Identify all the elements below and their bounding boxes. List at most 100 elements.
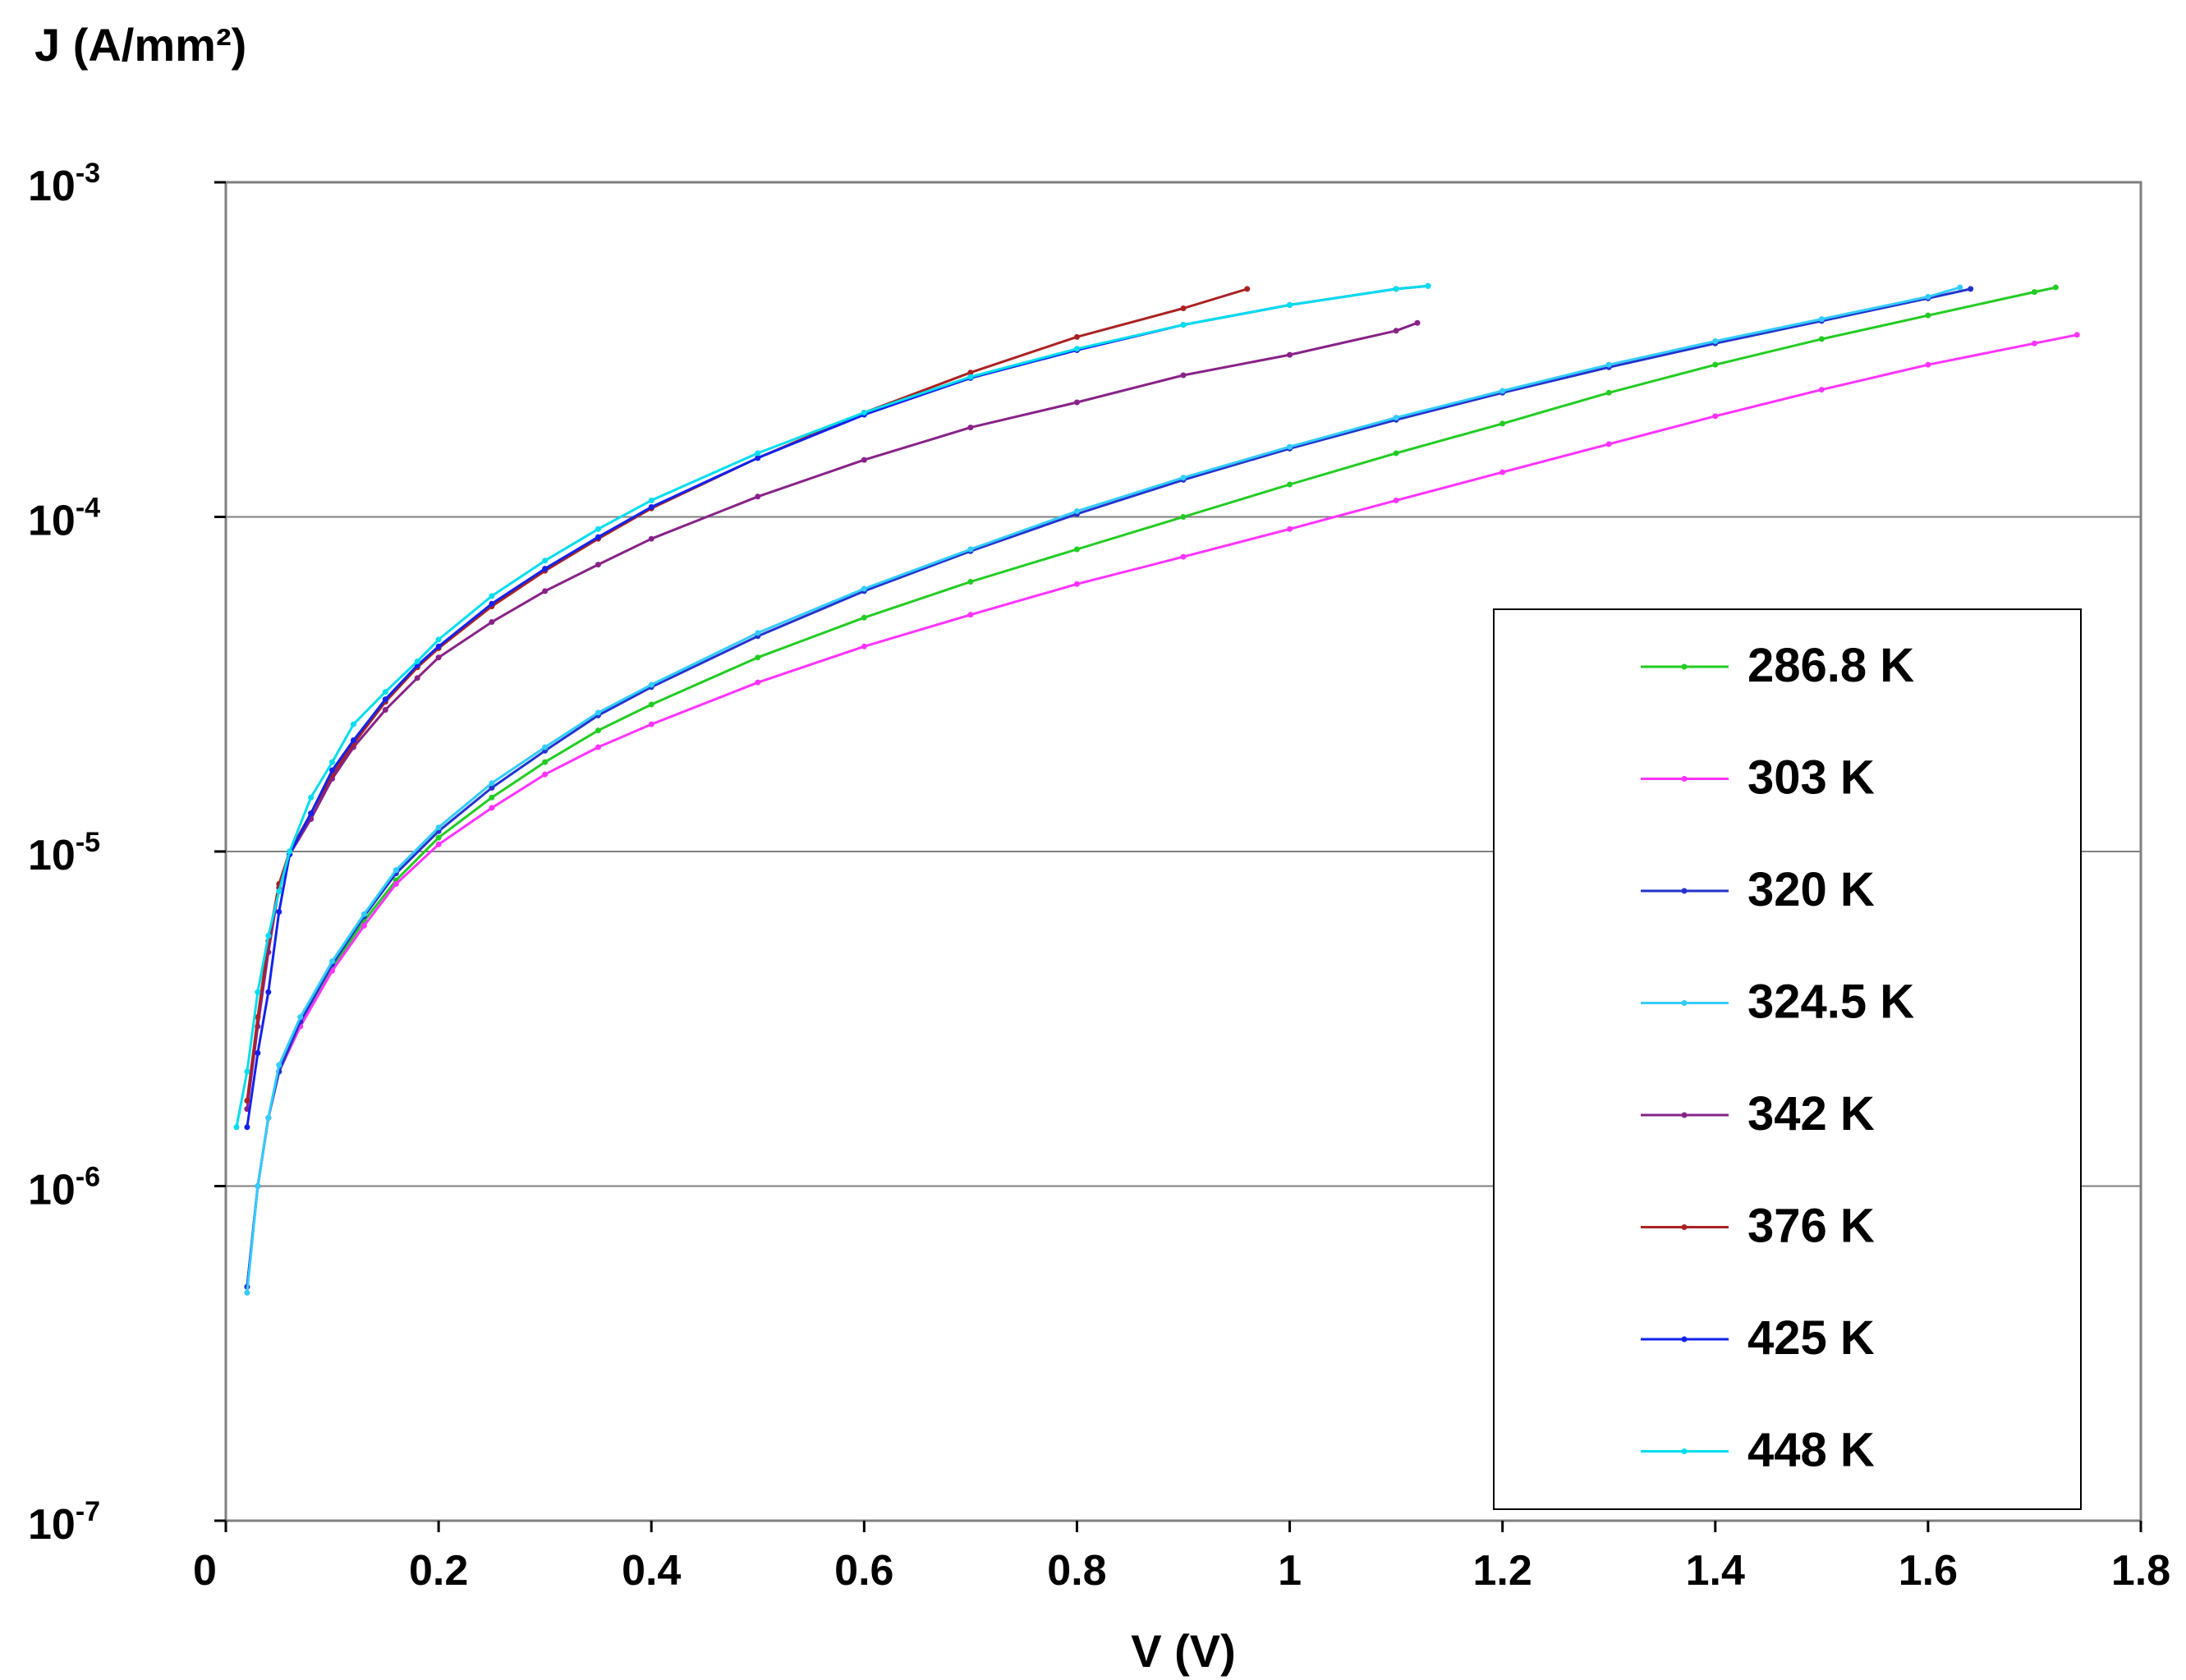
- data-point-376-k-1: [255, 1014, 261, 1021]
- data-point-303-k-17: [1180, 553, 1187, 560]
- data-point-324-5-k-4: [297, 1014, 304, 1021]
- data-point-324-5-k-17: [1180, 475, 1187, 481]
- data-point-324-5-k-5: [329, 958, 336, 965]
- data-point-425-k-2: [265, 989, 272, 995]
- data-point-425-k-5: [308, 810, 315, 817]
- data-point-303-k-11: [595, 744, 601, 750]
- data-point-286-8-k-25: [2031, 289, 2037, 296]
- data-point-448-k-4: [276, 888, 282, 895]
- data-point-286-8-k-26: [2052, 284, 2059, 291]
- legend-marker-2: [1681, 888, 1688, 894]
- data-point-286-8-k-13: [755, 654, 761, 661]
- x-axis: 0 0.2 0.4 0.6 0.8 1 1.2 1.4 1.6 1.8: [193, 1521, 2170, 1595]
- data-point-448-k-2: [255, 989, 261, 995]
- data-point-448-k-6: [308, 794, 315, 801]
- data-point-342-k-21: [1393, 328, 1399, 334]
- data-point-342-k-11: [489, 619, 495, 626]
- data-point-324-5-k-22: [1712, 338, 1719, 345]
- data-point-303-k-16: [1073, 581, 1080, 587]
- data-point-448-k-20: [1180, 322, 1187, 328]
- data-point-303-k-9: [489, 805, 495, 811]
- data-point-448-k-16: [755, 450, 761, 457]
- data-point-303-k-7: [393, 880, 399, 887]
- legend-label-2: 320 K: [1747, 863, 1875, 916]
- legend-marker-5: [1681, 1224, 1688, 1230]
- data-point-286-8-k-24: [1925, 312, 1931, 319]
- data-point-425-k-13: [595, 534, 601, 540]
- x-tick-label-0: 0: [193, 1547, 217, 1595]
- y-tick-label-2: 10-5: [28, 827, 100, 879]
- y-axis: 10-3 10-4 10-5 10-6 10-7: [28, 158, 226, 1549]
- data-point-342-k-17: [967, 425, 974, 431]
- data-point-342-k-16: [861, 457, 867, 463]
- data-point-324-5-k-21: [1605, 361, 1612, 368]
- data-point-376-k-18: [1073, 333, 1080, 340]
- data-point-324-5-k-16: [1073, 508, 1080, 515]
- x-tick-label-6: 1.2: [1473, 1547, 1532, 1595]
- data-point-286-8-k-8: [435, 834, 442, 841]
- data-point-324-5-k-11: [595, 709, 601, 716]
- x-tick-label-9: 1.8: [2111, 1547, 2170, 1595]
- x-tick-label-3: 0.6: [834, 1547, 893, 1595]
- data-point-303-k-26: [2073, 332, 2080, 338]
- x-tick-label-5: 1: [1278, 1547, 1302, 1595]
- data-point-303-k-14: [861, 643, 867, 650]
- x-tick-label-2: 0.4: [622, 1547, 681, 1595]
- data-point-342-k-19: [1180, 372, 1187, 379]
- x-tick-label-1: 0.2: [409, 1547, 468, 1595]
- legend-label-5: 376 K: [1747, 1200, 1875, 1253]
- data-point-448-k-17: [861, 409, 867, 415]
- data-point-448-k-10: [414, 658, 420, 664]
- y-tick-label-0: 10-3: [28, 158, 100, 210]
- data-point-448-k-0: [233, 1124, 240, 1131]
- data-point-425-k-0: [244, 1124, 250, 1131]
- data-point-448-k-11: [435, 636, 442, 643]
- data-point-324-5-k-18: [1287, 443, 1293, 450]
- data-point-303-k-12: [648, 721, 654, 728]
- data-point-342-k-14: [648, 535, 654, 542]
- data-point-342-k-9: [414, 675, 420, 682]
- legend-label-3: 324.5 K: [1747, 975, 1914, 1029]
- data-point-342-k-15: [755, 493, 761, 500]
- data-point-448-k-22: [1393, 286, 1399, 292]
- series-line-320-k: [246, 287, 1972, 1288]
- data-point-286-8-k-14: [861, 614, 867, 621]
- data-point-286-8-k-17: [1180, 514, 1187, 520]
- data-point-448-k-12: [489, 593, 495, 599]
- y-tick-label-3: 10-6: [28, 1162, 100, 1214]
- y-axis-title: J (A/mm²): [34, 19, 246, 71]
- data-point-324-5-k-13: [755, 630, 761, 636]
- data-point-324-5-k-19: [1393, 415, 1399, 421]
- data-point-303-k-19: [1393, 497, 1399, 503]
- data-point-324-5-k-14: [861, 585, 867, 592]
- data-point-425-k-14: [648, 504, 654, 511]
- data-point-324-5-k-6: [361, 911, 367, 917]
- data-point-342-k-20: [1287, 351, 1293, 358]
- data-point-303-k-21: [1605, 441, 1612, 448]
- legend-label-0: 286.8 K: [1747, 639, 1914, 692]
- legend-marker-7: [1681, 1448, 1688, 1454]
- legend-label-1: 303 K: [1747, 751, 1875, 805]
- series-group: [233, 282, 2080, 1296]
- y-tick-label-4: 10-7: [28, 1496, 100, 1549]
- data-point-425-k-10: [435, 643, 442, 650]
- legend-marker-1: [1681, 776, 1688, 782]
- x-tick-label-4: 0.8: [1047, 1547, 1106, 1595]
- data-point-448-k-9: [382, 689, 388, 695]
- series-448-k: [233, 282, 1431, 1131]
- legend-label-7: 448 K: [1747, 1424, 1875, 1477]
- data-point-324-5-k-1: [255, 1183, 261, 1189]
- data-point-425-k-15: [755, 455, 761, 461]
- data-point-425-k-6: [329, 767, 336, 773]
- data-point-286-8-k-23: [1818, 336, 1825, 342]
- data-point-448-k-19: [1073, 346, 1080, 352]
- legend-box: [1493, 608, 2082, 1510]
- y-tick-label-1: 10-4: [28, 493, 100, 545]
- x-tick-label-8: 1.6: [1899, 1547, 1958, 1595]
- data-point-324-5-k-15: [967, 546, 974, 553]
- data-point-342-k-8: [382, 707, 388, 714]
- data-point-320-k-9: [489, 784, 495, 791]
- data-point-448-k-23: [1425, 282, 1431, 289]
- data-point-303-k-23: [1818, 387, 1825, 393]
